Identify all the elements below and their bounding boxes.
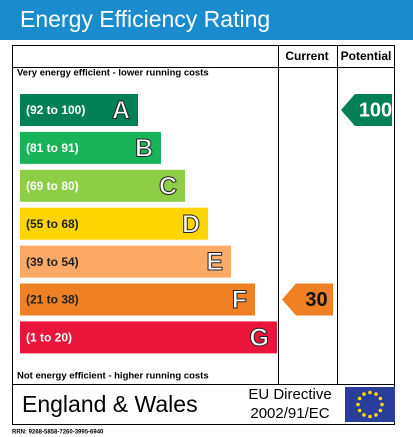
directive: EU Directive xyxy=(248,386,331,403)
band-letter: A xyxy=(112,97,130,125)
band-range: (81 to 91) xyxy=(26,141,79,155)
band xyxy=(20,245,231,278)
eu-star xyxy=(362,413,366,417)
band-letter: G xyxy=(250,324,269,352)
band xyxy=(20,321,277,354)
title-bar xyxy=(0,0,413,40)
band-range: (55 to 68) xyxy=(26,217,79,231)
rating-arrow xyxy=(282,283,333,316)
band-letter: F xyxy=(232,286,247,314)
eu-star xyxy=(357,396,362,401)
region: England & Wales xyxy=(22,391,198,417)
rating-arrow xyxy=(341,94,392,126)
eu-star xyxy=(362,392,366,396)
band-range: (1 to 20) xyxy=(26,331,72,345)
rrn: RRN: 9268-5858-7260-3995-6940 xyxy=(12,430,104,436)
band-letter: E xyxy=(206,248,223,276)
band-letter: B xyxy=(135,135,153,163)
band-letter: D xyxy=(182,210,200,238)
rating-value: 30 xyxy=(305,289,327,311)
band-range: (69 to 80) xyxy=(26,179,79,193)
band xyxy=(20,94,138,126)
eu-star xyxy=(380,402,384,407)
eu-star xyxy=(356,402,360,407)
potential-header: Potential xyxy=(341,49,392,63)
eu-star xyxy=(357,408,362,413)
band xyxy=(20,169,185,202)
eu-star xyxy=(368,414,372,419)
top-note: Very energy efficient - lower running co… xyxy=(17,68,209,79)
band xyxy=(20,207,208,240)
title: Energy Efficiency Rating xyxy=(20,6,270,32)
band xyxy=(20,283,255,316)
eu-star xyxy=(374,392,378,396)
band-letter: C xyxy=(159,172,177,200)
directive: 2002/91/EC xyxy=(250,405,329,422)
eu-star xyxy=(368,390,372,395)
band-range: (39 to 54) xyxy=(26,255,79,269)
current-header: Current xyxy=(285,49,328,63)
eu-star xyxy=(374,413,378,417)
band-range: (21 to 38) xyxy=(26,293,79,307)
band-range: (92 to 100) xyxy=(26,103,85,117)
frame xyxy=(12,45,395,425)
bottom-note: Not energy efficient - higher running co… xyxy=(17,371,209,382)
eu-star xyxy=(378,408,383,413)
rating-value: 100 xyxy=(359,99,392,121)
eu-star xyxy=(378,396,383,401)
band xyxy=(20,131,161,164)
